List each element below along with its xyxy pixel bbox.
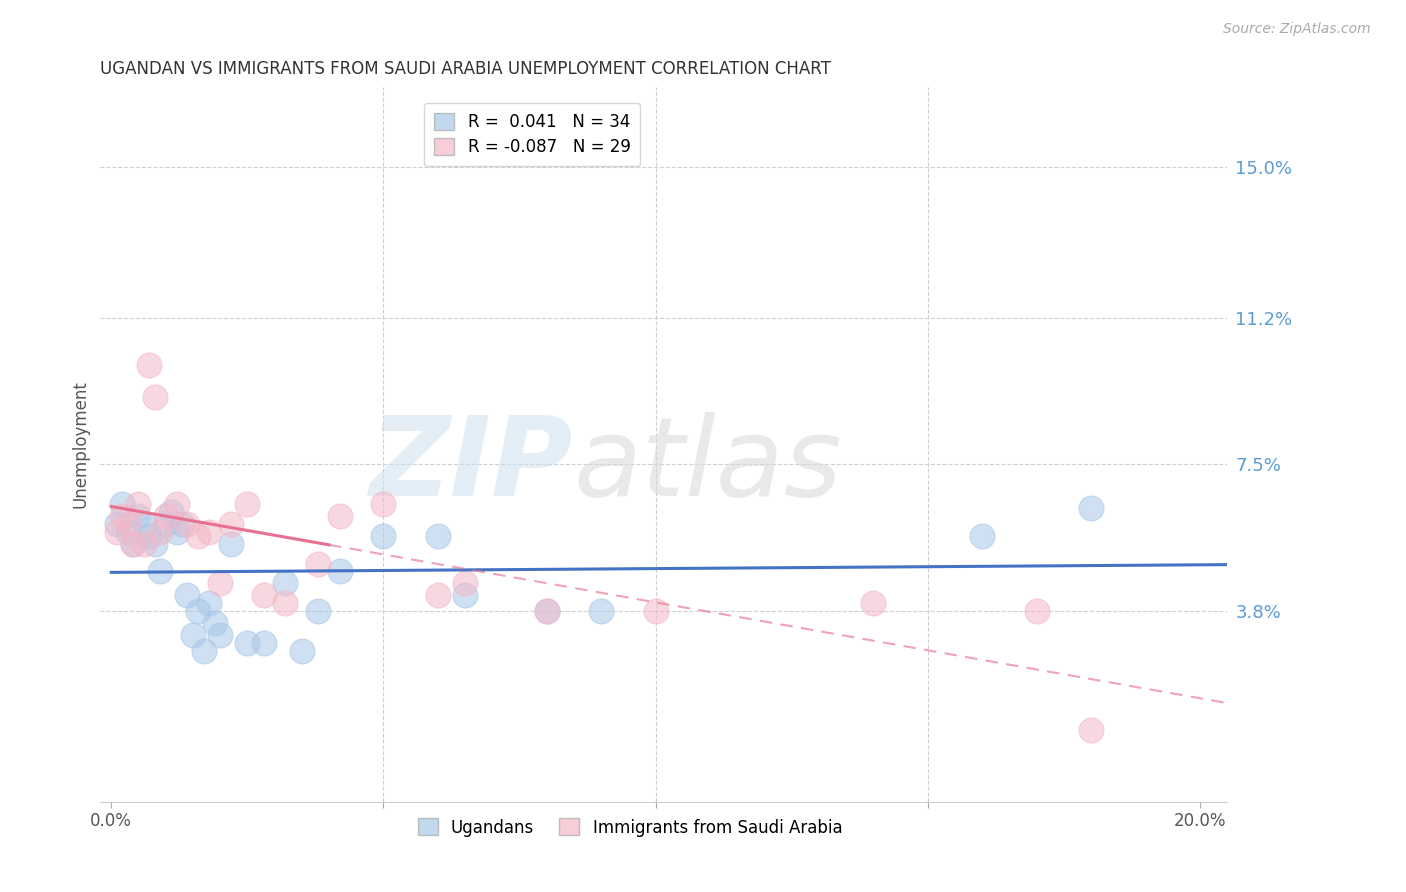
- Point: [274, 576, 297, 591]
- Point: [170, 516, 193, 531]
- Point: [187, 604, 209, 618]
- Point: [132, 516, 155, 531]
- Point: [122, 537, 145, 551]
- Point: [236, 497, 259, 511]
- Legend: Ugandans, Immigrants from Saudi Arabia: Ugandans, Immigrants from Saudi Arabia: [411, 812, 849, 843]
- Point: [454, 588, 477, 602]
- Point: [307, 604, 329, 618]
- Point: [373, 497, 395, 511]
- Point: [329, 565, 352, 579]
- Point: [117, 516, 139, 531]
- Point: [111, 508, 134, 523]
- Point: [253, 636, 276, 650]
- Text: ZIP: ZIP: [370, 412, 574, 519]
- Point: [143, 537, 166, 551]
- Point: [236, 636, 259, 650]
- Point: [1080, 723, 1102, 738]
- Point: [209, 576, 232, 591]
- Point: [274, 596, 297, 610]
- Point: [132, 537, 155, 551]
- Point: [138, 529, 160, 543]
- Point: [193, 644, 215, 658]
- Point: [644, 604, 666, 618]
- Point: [536, 604, 558, 618]
- Point: [166, 524, 188, 539]
- Point: [111, 497, 134, 511]
- Text: UGANDAN VS IMMIGRANTS FROM SAUDI ARABIA UNEMPLOYMENT CORRELATION CHART: UGANDAN VS IMMIGRANTS FROM SAUDI ARABIA …: [100, 60, 831, 78]
- Point: [329, 508, 352, 523]
- Point: [187, 529, 209, 543]
- Point: [176, 516, 198, 531]
- Point: [149, 524, 172, 539]
- Point: [219, 537, 242, 551]
- Point: [307, 557, 329, 571]
- Point: [176, 588, 198, 602]
- Point: [122, 537, 145, 551]
- Text: Source: ZipAtlas.com: Source: ZipAtlas.com: [1223, 22, 1371, 37]
- Point: [138, 358, 160, 372]
- Text: atlas: atlas: [574, 412, 842, 519]
- Point: [166, 497, 188, 511]
- Point: [160, 505, 183, 519]
- Point: [143, 390, 166, 404]
- Point: [105, 516, 128, 531]
- Point: [204, 615, 226, 630]
- Point: [219, 516, 242, 531]
- Point: [198, 596, 221, 610]
- Point: [862, 596, 884, 610]
- Point: [149, 565, 172, 579]
- Point: [155, 516, 177, 531]
- Point: [591, 604, 613, 618]
- Point: [1080, 501, 1102, 516]
- Point: [198, 524, 221, 539]
- Point: [127, 497, 149, 511]
- Point: [181, 628, 204, 642]
- Point: [454, 576, 477, 591]
- Point: [209, 628, 232, 642]
- Point: [127, 508, 149, 523]
- Point: [426, 529, 449, 543]
- Point: [155, 508, 177, 523]
- Point: [536, 604, 558, 618]
- Y-axis label: Unemployment: Unemployment: [72, 381, 89, 508]
- Point: [117, 524, 139, 539]
- Point: [291, 644, 314, 658]
- Point: [1025, 604, 1047, 618]
- Point: [373, 529, 395, 543]
- Point: [972, 529, 994, 543]
- Point: [105, 524, 128, 539]
- Point: [253, 588, 276, 602]
- Point: [426, 588, 449, 602]
